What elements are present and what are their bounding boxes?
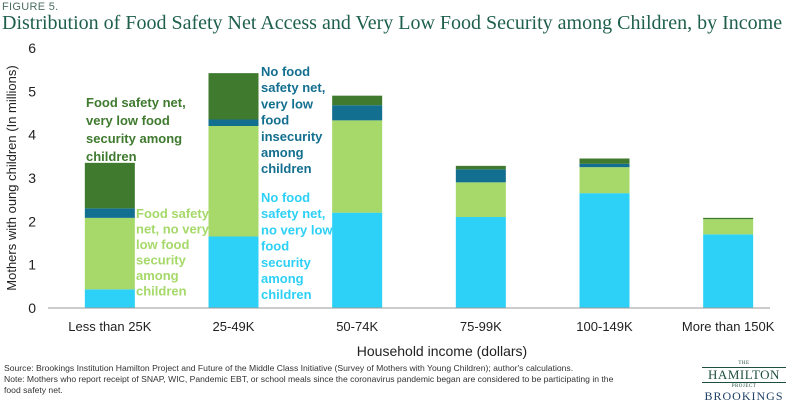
bar-segment [455, 217, 506, 308]
bar-segment [84, 162, 135, 209]
bar-segment [703, 219, 754, 235]
annotation-line: Food safety net, [86, 95, 186, 110]
annotation-line: children [261, 287, 312, 302]
bar-segment [579, 167, 630, 194]
bar-segment [579, 193, 630, 308]
y-tick-label: 2 [28, 213, 36, 229]
logo-brookings: BROOKINGS [704, 389, 784, 403]
bar-segment [208, 119, 259, 126]
bar-segment [208, 126, 259, 237]
y-tick-label: 0 [28, 300, 36, 316]
x-tick-label: More than 150K [682, 319, 775, 334]
bar-segment [579, 158, 630, 164]
bar-segment [703, 234, 754, 308]
annotation-no-sn-vlfs: No food safety net, very low food insecurity… [261, 64, 325, 176]
annotation-line: no very low [261, 222, 333, 237]
y-tick-label: 5 [28, 83, 36, 99]
annotation-line: security among [86, 131, 182, 146]
annotation-line: low food [136, 237, 189, 252]
annotation-line: insecurity [261, 129, 323, 144]
method-note-cont: food safety net. [4, 385, 63, 395]
annotation-line: safety net, [261, 80, 325, 95]
x-tick-label: 50-74K [336, 319, 378, 334]
bar-segment [332, 95, 383, 106]
bar-segment [332, 212, 383, 308]
method-note: Note: Mothers who report receipt of SNAP… [4, 374, 614, 384]
y-tick-label: 3 [28, 170, 36, 186]
bar-segment [455, 169, 506, 183]
footnotes: Source: Brookings Institution Hamilton P… [4, 363, 684, 396]
bar-segment [579, 163, 630, 168]
y-tick-label: 4 [28, 127, 36, 143]
x-tick-label: Less than 25K [68, 319, 151, 334]
logo-hamilton: HAMILTON [702, 367, 786, 383]
bar-segment [455, 165, 506, 170]
logo-the: THE [738, 361, 750, 366]
x-tick-label: 100-149K [576, 319, 633, 334]
x-axis-title: Household income (dollars) [357, 343, 527, 359]
annotation-line: Food safety [136, 206, 210, 221]
bar-segment [84, 208, 135, 218]
annotation-line: very low food [86, 113, 170, 128]
annotation-line: security [261, 255, 312, 270]
annotation-line: net, no very [136, 222, 210, 237]
y-tick-label: 6 [28, 40, 36, 56]
annotation-line: children [86, 149, 137, 164]
annotation-sn-no-vlfs: Food safety net, no very low food security a… [136, 206, 210, 299]
annotation-line: food [261, 239, 289, 254]
logo-project: PROJECT [731, 384, 757, 389]
annotation-line: children [261, 161, 312, 176]
bar-segment [455, 182, 506, 217]
annotation-line: food [261, 113, 289, 128]
annotation-line: No food [261, 64, 310, 79]
bar-segment [703, 217, 754, 220]
annotation-line: among [261, 271, 304, 286]
annotation-line: very low [261, 96, 314, 111]
figure-label: FIGURE 5. [2, 1, 59, 13]
annotation-line: No food [261, 190, 310, 205]
bar-segment [332, 105, 383, 121]
annotation-sn-vlfs: Food safety net, very low food security am… [86, 95, 186, 164]
y-axis-title: Mothers with oung children (In millions) [4, 65, 19, 290]
source-note: Source: Brookings Institution Hamilton P… [4, 363, 574, 373]
annotation-no-sn-no-vlfs: No food safety net, no very low food securit… [261, 190, 333, 302]
annotation-line: among [261, 145, 304, 160]
x-tick-label: 25-49K [213, 319, 255, 334]
bar-segment [208, 73, 259, 120]
annotation-line: among [136, 268, 179, 283]
x-tick-label: 75-99K [460, 319, 502, 334]
bar-segment [84, 289, 135, 308]
annotation-line: children [136, 284, 187, 299]
chart-title: Distribution of Food Safety Net Access a… [2, 12, 783, 34]
bar-segment [84, 217, 135, 290]
y-tick-label: 1 [28, 257, 36, 273]
annotation-line: safety net, [261, 206, 325, 221]
stacked-bar-chart: 0 1 2 3 4 5 6 Less than 25K 25-49K 50-74K 75-99K 10… [4, 40, 775, 359]
hamilton-brookings-logo: THE HAMILTON PROJECT BROOKINGS [694, 361, 794, 403]
annotation-line: security [136, 253, 187, 268]
bar-segment [208, 236, 259, 308]
bar-segment [332, 120, 383, 213]
